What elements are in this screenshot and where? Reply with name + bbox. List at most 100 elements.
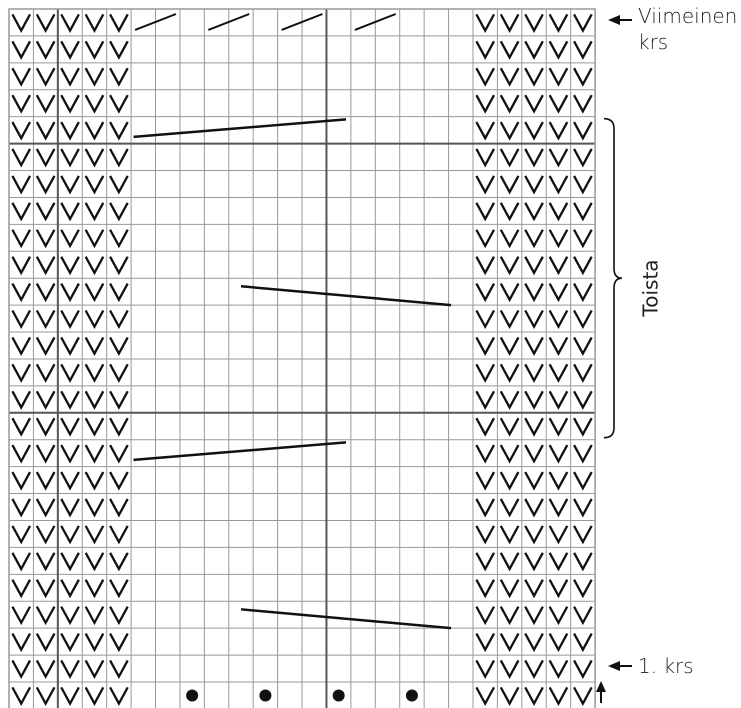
knit-symbol: [573, 336, 593, 356]
knit-symbol: [109, 148, 129, 168]
cable-stroke-right: [133, 118, 347, 139]
knit-symbol: [35, 525, 56, 545]
knit-symbol: [84, 471, 105, 491]
cable-strokes: [133, 13, 452, 630]
grid-border: [8, 8, 596, 708]
knit-symbol: [11, 659, 32, 680]
knit-symbol: [35, 632, 56, 653]
knit-symbol: [60, 363, 80, 383]
knit-symbol: [573, 498, 593, 518]
knit-symbol: [109, 659, 129, 680]
last-row-label: Viimeinen krs: [638, 3, 737, 55]
bracket-icon: [603, 117, 623, 439]
knit-symbol: [475, 444, 495, 464]
knit-symbol: [84, 229, 105, 249]
knit-symbol: [109, 229, 129, 249]
knit-symbol: [573, 283, 593, 303]
knit-symbol: [109, 632, 129, 653]
knit-symbol: [573, 363, 593, 383]
knit-symbol: [573, 121, 593, 141]
knit-symbol: [499, 94, 520, 114]
arrow-left-icon: [608, 15, 632, 25]
knit-symbol: [475, 552, 495, 572]
knit-symbol: [11, 444, 32, 464]
knit-symbol: [84, 13, 105, 33]
knit-symbol: [11, 121, 32, 141]
knit-symbol: [109, 283, 129, 303]
short-slant-stroke: [207, 13, 250, 31]
knit-symbol: [548, 632, 569, 653]
dot-symbol: [332, 689, 345, 702]
knit-symbol: [573, 175, 593, 195]
knit-symbol: [573, 417, 593, 437]
knit-symbol: [475, 13, 495, 33]
knit-symbol: [109, 13, 129, 33]
knit-symbol: [35, 309, 56, 330]
knit-symbol: [109, 525, 129, 545]
knit-symbol: [573, 659, 593, 680]
knit-symbol: [548, 283, 569, 303]
knit-symbol: [60, 283, 80, 303]
knit-symbol: [11, 525, 32, 545]
knit-symbol: [548, 363, 569, 383]
knit-symbol: [109, 498, 129, 518]
knit-symbol: [499, 363, 520, 383]
knit-symbol: [35, 336, 56, 356]
knit-symbol: [573, 444, 593, 464]
knit-symbol: [109, 40, 129, 60]
knit-symbol: [475, 309, 495, 330]
knit-symbol: [548, 229, 569, 249]
knit-symbol: [475, 94, 495, 114]
knit-symbol: [109, 579, 129, 599]
knit-symbol: [499, 552, 520, 572]
knit-symbol: [524, 13, 544, 33]
knit-symbol: [499, 525, 520, 545]
knit-symbol: [475, 525, 495, 545]
short-slant-stroke: [134, 13, 177, 31]
knit-symbol: [573, 606, 593, 626]
knit-symbol: [524, 121, 544, 141]
chart-cells: [11, 13, 593, 706]
knit-symbol: [35, 148, 56, 168]
knit-symbol: [475, 471, 495, 491]
knit-symbol: [11, 309, 32, 330]
knit-symbol: [84, 148, 105, 168]
knit-symbol: [60, 632, 80, 653]
knit-symbol: [475, 121, 495, 141]
knit-symbol: [475, 659, 495, 680]
knit-symbol: [109, 67, 129, 87]
knit-symbol: [35, 390, 56, 410]
knit-symbol: [499, 121, 520, 141]
knit-symbol: [524, 417, 544, 437]
knit-symbol: [35, 659, 56, 680]
knit-symbol: [35, 363, 56, 383]
knit-symbol: [60, 525, 80, 545]
knit-symbol: [11, 552, 32, 572]
knit-symbol: [11, 632, 32, 653]
knit-symbol: [475, 283, 495, 303]
knit-symbol: [475, 175, 495, 195]
knit-symbol: [84, 175, 105, 195]
knit-symbol: [60, 229, 80, 249]
knit-symbol: [524, 498, 544, 518]
short-slant-stroke: [281, 13, 323, 31]
knit-symbol: [11, 40, 32, 60]
knit-symbol: [84, 40, 105, 60]
knit-symbol: [475, 363, 495, 383]
knit-symbol: [109, 390, 129, 410]
knit-symbol: [524, 606, 544, 626]
knit-symbol: [84, 363, 105, 383]
knit-symbol: [109, 606, 129, 626]
knit-symbol: [60, 390, 80, 410]
knit-symbol: [524, 632, 544, 653]
arrow-left-head: [608, 15, 620, 25]
knit-symbol: [573, 94, 593, 114]
knit-symbol: [35, 40, 56, 60]
knit-symbol: [475, 256, 495, 276]
knit-symbol: [499, 256, 520, 276]
knit-symbol: [35, 417, 56, 437]
knit-symbol: [109, 552, 129, 572]
knit-symbol: [548, 336, 569, 356]
knit-symbol: [11, 202, 32, 222]
knit-symbol: [573, 471, 593, 491]
